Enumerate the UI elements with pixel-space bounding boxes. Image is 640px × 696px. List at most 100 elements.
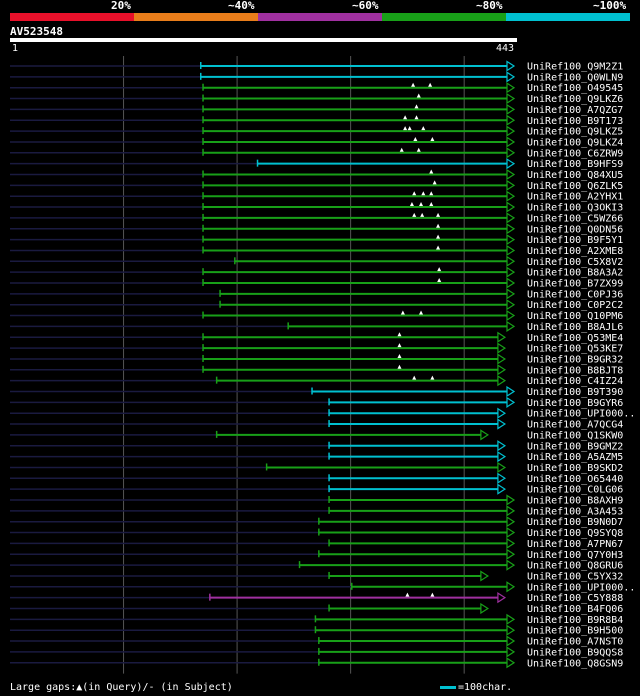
hit-row[interactable]: UniRef100_B4FQ06 — [10, 602, 623, 615]
hit-label[interactable]: UniRef100_B9SKD2 — [527, 463, 623, 474]
hit-row[interactable]: UniRef100_C0PJ36 — [10, 288, 623, 300]
hit-label[interactable]: UniRef100_A7PN67 — [527, 539, 623, 550]
hit-label[interactable]: UniRef100_B9R8B4 — [527, 615, 623, 626]
hit-row[interactable]: UniRef100_Q8GRU6 — [10, 559, 623, 572]
hit-label[interactable]: UniRef100_Q8GRU6 — [527, 561, 623, 572]
hit-row[interactable]: UniRef100_Q10PM6 — [10, 309, 623, 323]
hit-label[interactable]: UniRef100_B8AXH9 — [527, 496, 623, 507]
hit-row[interactable]: UniRef100_B9SKD2 — [10, 461, 623, 474]
hit-label[interactable]: UniRef100_A3A453 — [527, 506, 623, 517]
hit-label[interactable]: UniRef100_C5X8V2 — [527, 257, 623, 268]
hit-row[interactable]: UniRef100_C5X8V2 — [10, 255, 623, 268]
hit-row[interactable]: UniRef100_C0LG06 — [10, 483, 623, 496]
hit-row[interactable]: UniRef100_B9GYR6 — [10, 396, 623, 409]
hit-row[interactable]: UniRef100_A3A453 — [10, 505, 623, 517]
hit-row[interactable]: UniRef100_B8BJT8 — [10, 364, 623, 377]
hit-row[interactable]: UniRef100_C4IZ24 — [10, 375, 623, 388]
hit-row[interactable]: UniRef100_Q1SKW0 — [10, 429, 623, 441]
hit-label[interactable]: UniRef100_B9T173 — [527, 116, 623, 127]
hit-label[interactable]: UniRef100_C0LG06 — [527, 485, 623, 496]
hit-label[interactable]: UniRef100_C6ZRW9 — [527, 148, 623, 159]
hit-label[interactable]: UniRef100_B9T390 — [527, 387, 623, 398]
hit-label[interactable]: UniRef100_UPI000.. — [527, 582, 635, 593]
hit-row[interactable]: UniRef100_B9HFS9 — [10, 158, 623, 170]
hit-row[interactable]: UniRef100_B8AJL6 — [10, 320, 623, 333]
hit-label[interactable]: UniRef100_A2XME8 — [527, 246, 623, 257]
hit-label[interactable]: UniRef100_Q9M2Z1 — [527, 62, 623, 73]
hit-label[interactable]: UniRef100_C5WZ66 — [527, 213, 623, 224]
hit-label[interactable]: UniRef100_C4IZ24 — [527, 376, 623, 387]
hit-row[interactable]: UniRef100_C5Y888 — [10, 592, 623, 605]
hit-label[interactable]: UniRef100_O49545 — [527, 83, 623, 94]
hit-label[interactable]: UniRef100_B9N0D7 — [527, 517, 623, 528]
hit-row[interactable]: UniRef100_B9N0D7 — [10, 516, 623, 528]
hit-label[interactable]: UniRef100_UPI000.. — [527, 409, 635, 420]
hit-row[interactable]: UniRef100_A7QZG7 — [10, 103, 623, 116]
hit-label[interactable]: UniRef100_C0PJ36 — [527, 289, 623, 300]
hit-row[interactable]: UniRef100_Q9M2Z1 — [10, 60, 623, 73]
hit-label[interactable]: UniRef100_Q84XU5 — [527, 170, 623, 181]
hit-row[interactable]: UniRef100_Q53KE7 — [10, 342, 623, 355]
hit-row[interactable]: UniRef100_Q0DN56 — [10, 223, 623, 236]
hit-label[interactable]: UniRef100_A2YHX1 — [527, 192, 623, 203]
hit-label[interactable]: UniRef100_Q9LKZ5 — [527, 127, 623, 138]
hit-label[interactable]: UniRef100_Q9LKZ6 — [527, 94, 623, 105]
hit-label[interactable]: UniRef100_B7ZX99 — [527, 279, 623, 290]
hit-label[interactable]: UniRef100_Q3OKI3 — [527, 203, 623, 214]
hit-label[interactable]: UniRef100_B8AJL6 — [527, 322, 623, 333]
hit-row[interactable]: UniRef100_C0P2C2 — [10, 299, 623, 311]
hit-row[interactable]: UniRef100_A5AZM5 — [10, 451, 623, 463]
hit-row[interactable]: UniRef100_A7QCG4 — [10, 418, 623, 431]
hit-row[interactable]: UniRef100_B9T390 — [10, 385, 623, 398]
hit-label[interactable]: UniRef100_Q6ZLK5 — [527, 181, 623, 192]
hit-row[interactable]: UniRef100_Q53ME4 — [10, 331, 623, 344]
hit-row[interactable]: UniRef100_B9H500 — [10, 624, 623, 637]
hit-row[interactable]: UniRef100_B9R8B4 — [10, 613, 623, 626]
hit-row[interactable]: UniRef100_Q0WLN9 — [10, 71, 623, 83]
hit-row[interactable]: UniRef100_B8AXH9 — [10, 494, 623, 507]
hit-row[interactable]: UniRef100_B9F5Y1 — [10, 234, 623, 247]
hit-row[interactable]: UniRef100_A2YHX1 — [10, 190, 623, 203]
hit-label[interactable]: UniRef100_Q0WLN9 — [527, 72, 623, 83]
hit-label[interactable]: UniRef100_B9H500 — [527, 626, 623, 637]
hit-label[interactable]: UniRef100_B8A3A2 — [527, 268, 623, 279]
hit-row[interactable]: UniRef100_C5WZ66 — [10, 212, 623, 225]
hit-label[interactable]: UniRef100_C5Y888 — [527, 593, 623, 604]
hit-label[interactable]: UniRef100_Q9SYQ8 — [527, 528, 623, 539]
hit-row[interactable]: UniRef100_B7ZX99 — [10, 277, 623, 290]
hit-label[interactable]: UniRef100_A7QZG7 — [527, 105, 623, 116]
hit-row[interactable]: UniRef100_B9T173 — [10, 114, 623, 127]
hit-row[interactable]: UniRef100_Q3OKI3 — [10, 201, 623, 214]
hit-row[interactable]: UniRef100_Q9SYQ8 — [10, 526, 623, 539]
hit-label[interactable]: UniRef100_A7QCG4 — [527, 420, 623, 431]
hit-row[interactable]: UniRef100_O65440 — [10, 472, 623, 485]
hit-row[interactable]: UniRef100_UPI000.. — [10, 581, 635, 593]
hit-row[interactable]: UniRef100_A2XME8 — [10, 244, 623, 257]
hit-row[interactable]: UniRef100_A7PN67 — [10, 537, 623, 550]
hit-label[interactable]: UniRef100_Q7Y0H3 — [527, 550, 623, 561]
hit-label[interactable]: UniRef100_B9GR32 — [527, 354, 623, 365]
hit-row[interactable]: UniRef100_Q6ZLK5 — [10, 179, 623, 192]
hit-row[interactable]: UniRef100_Q7Y0H3 — [10, 548, 623, 561]
hit-row[interactable]: UniRef100_C5YX32 — [10, 570, 623, 582]
hit-label[interactable]: UniRef100_Q53ME4 — [527, 333, 623, 344]
hit-label[interactable]: UniRef100_B9HFS9 — [527, 159, 623, 170]
hit-label[interactable]: UniRef100_C5YX32 — [527, 571, 623, 582]
hit-label[interactable]: UniRef100_B9QQS8 — [527, 647, 623, 658]
hit-row[interactable]: UniRef100_Q9LKZ4 — [10, 136, 623, 149]
hit-label[interactable]: UniRef100_C0P2C2 — [527, 300, 623, 311]
hit-row[interactable]: UniRef100_Q8GSN9 — [10, 657, 623, 669]
hit-label[interactable]: UniRef100_B9GYR6 — [527, 398, 623, 409]
hit-row[interactable]: UniRef100_B9GMZ2 — [10, 440, 623, 452]
hit-label[interactable]: UniRef100_O65440 — [527, 474, 623, 485]
hit-row[interactable]: UniRef100_C6ZRW9 — [10, 147, 623, 160]
hit-row[interactable]: UniRef100_B9QQS8 — [10, 646, 623, 658]
hit-label[interactable]: UniRef100_Q0DN56 — [527, 224, 623, 235]
hit-row[interactable]: UniRef100_A7NST0 — [10, 635, 623, 648]
hit-label[interactable]: UniRef100_B9F5Y1 — [527, 235, 623, 246]
hit-label[interactable]: UniRef100_Q10PM6 — [527, 311, 623, 322]
hit-label[interactable]: UniRef100_Q53KE7 — [527, 344, 623, 355]
hit-label[interactable]: UniRef100_B4FQ06 — [527, 604, 623, 615]
hit-label[interactable]: UniRef100_Q1SKW0 — [527, 430, 623, 441]
hit-label[interactable]: UniRef100_B9GMZ2 — [527, 441, 623, 452]
